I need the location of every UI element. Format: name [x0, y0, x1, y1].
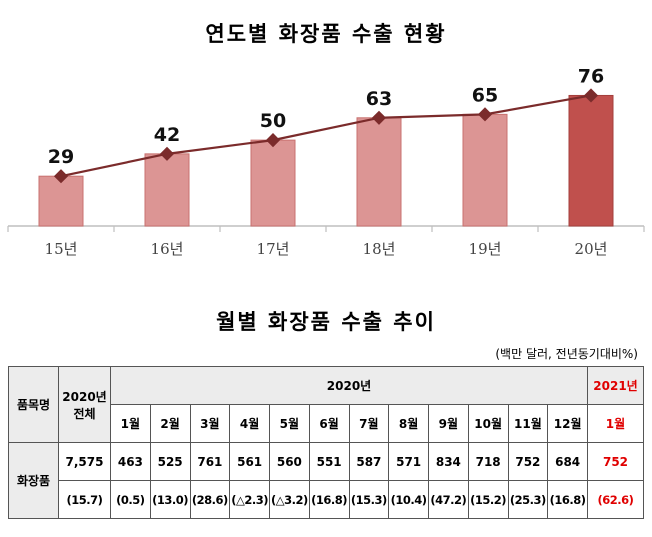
- month-yoy: (25.3): [507, 480, 549, 519]
- month-header: 12월: [547, 404, 588, 443]
- trend-line: [60, 94, 592, 178]
- line-marker: [265, 133, 281, 148]
- total-value: 7,575: [58, 442, 111, 481]
- data-label: 50: [260, 110, 286, 132]
- month-header: 6월: [308, 404, 350, 443]
- month-2021-header: 1월: [587, 404, 644, 443]
- month-header: 3월: [189, 404, 231, 443]
- month-header: 2월: [149, 404, 191, 443]
- month-yoy: (△3.2): [269, 480, 310, 519]
- month-header: 10월: [467, 404, 509, 443]
- x-tick-label: 15년: [45, 240, 78, 258]
- month-yoy: (△2.3): [229, 480, 270, 519]
- data-label: 63: [366, 88, 392, 110]
- bar-19년: [462, 113, 508, 227]
- row-label: 화장품: [8, 442, 59, 519]
- month-header: 9월: [428, 404, 469, 443]
- month-header: 4월: [229, 404, 270, 443]
- bar-20년: [568, 94, 614, 227]
- data-label: 65: [472, 84, 498, 106]
- month-yoy: (16.8): [547, 480, 588, 519]
- chart-title: 연도별 화장품 수출 현황: [205, 22, 447, 46]
- month-value: 761: [189, 442, 231, 481]
- unit-note: (백만 달러, 전년동기대비%): [495, 347, 638, 361]
- month-value: 718: [467, 442, 509, 481]
- yoy-2021: (62.6): [587, 480, 644, 519]
- x-tick-label: 18년: [363, 240, 396, 258]
- total-yoy: (15.7): [58, 480, 111, 519]
- export-table: 품목명 2020년 전체 2020년 2021년 1월 2월 3월 4월 5월 …: [8, 366, 644, 519]
- month-value: 463: [110, 442, 151, 481]
- month-yoy: (0.5): [110, 480, 151, 519]
- month-header: 1월: [110, 404, 151, 443]
- value-2021: 752: [587, 442, 644, 481]
- month-value: 561: [229, 442, 270, 481]
- x-tick-label: 20년: [575, 240, 608, 258]
- x-tick-label: 16년: [151, 240, 184, 258]
- month-header: 8월: [388, 404, 429, 443]
- month-value: 551: [308, 442, 350, 481]
- x-tick-label: 19년: [469, 240, 502, 258]
- bar-line-chart: 29 15년 42 16년 50 17년 63 18년 65 19년 76 20년: [7, 65, 645, 258]
- month-yoy: (16.8): [308, 480, 350, 519]
- data-label: 29: [48, 146, 74, 168]
- item-header: 품목명: [8, 366, 59, 443]
- month-value: 587: [348, 442, 390, 481]
- line-marker: [583, 88, 599, 103]
- total-header: 2020년 전체: [58, 366, 111, 443]
- month-value: 684: [547, 442, 588, 481]
- month-header: 11월: [507, 404, 549, 443]
- line-marker: [477, 107, 493, 122]
- month-yoy: (10.4): [388, 480, 429, 519]
- year-2021-header: 2021년: [587, 366, 644, 405]
- month-yoy: (28.6): [189, 480, 231, 519]
- month-value: 560: [269, 442, 310, 481]
- x-tick-label: 17년: [257, 240, 290, 258]
- month-yoy: (47.2): [428, 480, 469, 519]
- bar-16년: [144, 153, 190, 227]
- month-yoy: (15.2): [467, 480, 509, 519]
- year-2020-header: 2020년: [110, 366, 588, 405]
- month-header: 5월: [269, 404, 310, 443]
- bar-17년: [250, 139, 296, 227]
- data-label: 76: [578, 65, 604, 87]
- month-yoy: (13.0): [149, 480, 191, 519]
- month-value: 525: [149, 442, 191, 481]
- month-value: 752: [507, 442, 549, 481]
- month-value: 834: [428, 442, 469, 481]
- month-yoy: (15.3): [348, 480, 390, 519]
- table-title: 월별 화장품 수출 추이: [216, 310, 436, 334]
- month-value: 571: [388, 442, 429, 481]
- bar-15년: [38, 175, 84, 227]
- month-header: 7월: [348, 404, 390, 443]
- bar-18년: [356, 117, 402, 227]
- line-marker: [371, 110, 387, 125]
- data-label: 42: [154, 124, 180, 146]
